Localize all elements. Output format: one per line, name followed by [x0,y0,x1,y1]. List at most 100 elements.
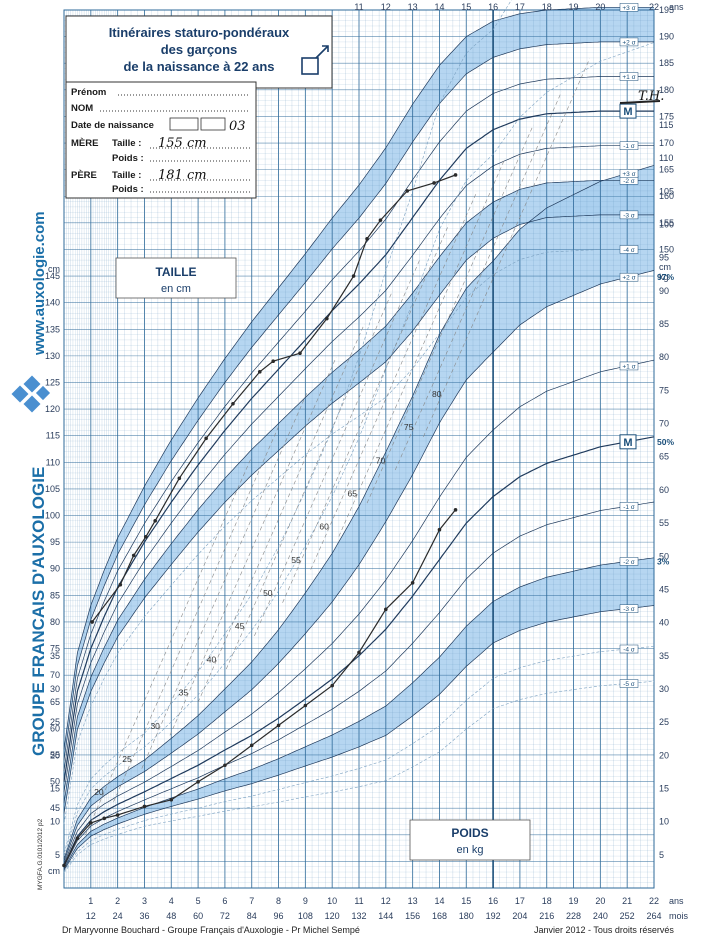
patient-weight-point [142,804,147,809]
height-tick-left-90: 90 [50,564,60,574]
weight-tick-right-95: 95 [659,253,669,263]
weight-tick-right-30: 30 [659,684,669,694]
x-year-tick-16: 16 [488,896,498,906]
mere-taille-value: 155 cm [158,136,207,151]
x-year-top-tick-17: 17 [515,2,525,12]
height-sd-label: +2 σ [622,39,635,46]
x-month-tick-108: 108 [298,911,313,921]
height-tick-left-145: 145 [45,271,60,281]
patient-weight-point [357,650,361,655]
x-year-tick-18: 18 [542,896,552,906]
height-tick-right-195: 195 [659,5,674,15]
height-sd-label: -4 σ [623,247,635,254]
x-month-tick-24: 24 [113,911,123,921]
birth-year-value: 03 [229,119,246,134]
height-sd-label: +1 σ [622,74,635,81]
isoline-label-70: 70 [376,455,386,465]
height-ref-2 [63,41,654,761]
isoline-label-20: 20 [94,787,104,797]
height-tick-left-115: 115 [46,431,60,441]
nom-label: NOM [71,103,93,114]
height-ref--2 [63,179,654,803]
weight-tick-right-115: 115 [659,120,673,130]
x-unit-ans-top: ans [669,2,684,12]
weight-tick-right-100: 100 [659,220,674,230]
patient-height-point [204,436,208,441]
x-year-tick-7: 7 [249,896,254,906]
weight-tick-left-15: 15 [50,783,60,793]
patient-weight-point [249,743,254,748]
isoline-label-25: 25 [122,754,132,764]
height-tick-left-65: 65 [50,697,60,707]
weight-sd-label: -5 σ [623,681,635,688]
patient-weight-point [62,863,66,868]
weight-tick-right-70: 70 [659,419,669,429]
birth-day-box[interactable] [169,117,199,131]
patient-weight-point [169,797,174,802]
patient-weight-point [330,683,334,688]
x-year-tick-17: 17 [515,896,525,906]
patient-height-point [378,218,383,222]
title-line-1: Itinéraires staturo-pondéraux [109,25,290,40]
height-tick-left-110: 110 [46,457,60,467]
x-month-tick-48: 48 [166,911,176,921]
weight-tick-right-75: 75 [659,385,669,395]
height-tick-right-190: 190 [659,32,674,42]
height-tick-left-100: 100 [45,511,60,521]
weight-tick-right-40: 40 [659,618,669,628]
weight-tick-right-110: 110 [659,153,673,163]
x-year-top-tick-22: 22 [649,2,659,12]
header-box: Itinéraires staturo-pondéraux des garçon… [65,15,333,89]
weight-sd-label: +1 σ [622,363,635,370]
birth-month-box[interactable] [200,117,226,131]
weight-sd-label: -4 σ [623,646,635,653]
x-year-top-tick-13: 13 [408,2,418,12]
isoline-label-35: 35 [179,688,189,698]
x-year-tick-14: 14 [434,896,444,906]
x-year-top-tick-12: 12 [381,2,391,12]
weight-tick-right-35: 35 [659,651,669,661]
height-median-label: M [623,106,632,118]
taille-unit: en cm [161,283,191,295]
height-tick-left-80: 80 [50,617,60,627]
group-name-text: GROUPE FRANCAIS D'AUXOLOGIE [29,467,48,756]
weight-tick-left-10: 10 [50,817,60,827]
isoline-60 [310,191,478,570]
weight-tick-left-25: 25 [50,717,60,727]
patient-weight-point [115,813,120,817]
weight-ref--5 [63,681,655,873]
weight-tick-right-60: 60 [659,485,669,495]
x-month-tick-36: 36 [139,911,149,921]
weight-median-label: M [623,437,632,449]
isoline-label-65: 65 [348,489,358,499]
height-tick-left-70: 70 [50,670,60,680]
weight-tick-right-80: 80 [659,352,669,362]
height-tick-right-150: 150 [659,244,674,254]
isoline-25 [113,423,281,802]
pere-taille-label: Taille : [112,170,141,181]
patient-weight-line [63,509,456,866]
weight-tick-right-10: 10 [659,817,669,827]
weight-median-box [619,434,637,450]
x-year-tick-21: 21 [622,896,632,906]
isoline-label-80: 80 [432,389,442,399]
taille-label-box: TAILLE en cm [115,257,237,299]
weight-tick-right-20: 20 [659,750,669,760]
birth-label: Date de naissance [71,120,154,131]
patient-height-point [177,476,182,481]
isoline-55 [282,224,450,603]
x-year-tick-8: 8 [276,896,281,906]
height-sd-label: -1 σ [623,143,635,150]
isoline-70 [366,124,534,504]
x-month-tick-180: 180 [459,911,474,921]
isoline-75 [394,91,562,471]
x-year-top-tick-18: 18 [542,2,552,12]
x-month-tick-96: 96 [274,911,284,921]
height-ref--4 [63,249,654,825]
height-ref-1 [63,76,654,771]
x-year-tick-20: 20 [595,896,605,906]
mere-poids-label: Poids : [112,153,144,164]
patient-height-point [118,582,123,587]
weight-sd-label: -1 σ [623,504,635,511]
patient-height-point [143,535,148,539]
